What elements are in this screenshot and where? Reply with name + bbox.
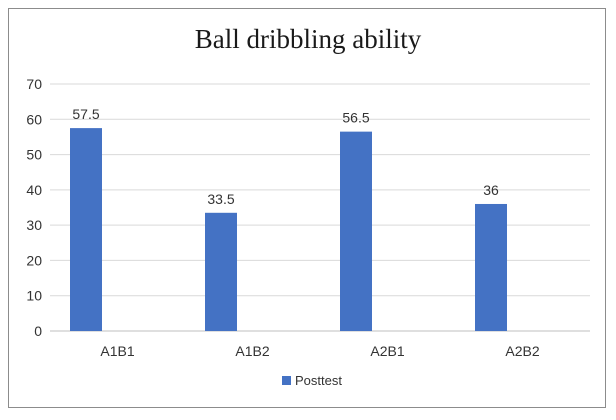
chart-legend: Posttest [282,373,342,388]
bar-a1b1 [70,128,102,331]
y-tick-label: 20 [26,252,42,268]
y-tick-label: 30 [26,217,42,233]
x-tick-label-a2b1: A2B1 [370,343,404,359]
data-label-a2b2: 36 [483,182,499,198]
data-label-a1b1: 57.5 [72,106,99,122]
y-tick-label: 0 [34,323,42,339]
legend-swatch-posttest [282,376,291,385]
legend-label-posttest: Posttest [295,373,342,388]
data-label-a2b1: 56.5 [342,110,369,126]
x-tick-label-a2b2: A2B2 [505,343,539,359]
x-tick-label-a1b1: A1B1 [100,343,134,359]
y-tick-label: 70 [26,76,42,92]
y-tick-label: 60 [26,111,42,127]
chart-title: Ball dribbling ability [194,24,422,54]
bar-a2b1 [340,131,372,331]
bar-a2b2 [475,203,507,331]
y-tick-label: 10 [26,288,42,304]
x-tick-label-a1b2: A1B2 [235,343,269,359]
y-tick-label: 40 [26,182,42,198]
data-label-a1b2: 33.5 [207,191,234,207]
y-tick-label: 50 [26,147,42,163]
bar-a1b2 [205,212,237,331]
